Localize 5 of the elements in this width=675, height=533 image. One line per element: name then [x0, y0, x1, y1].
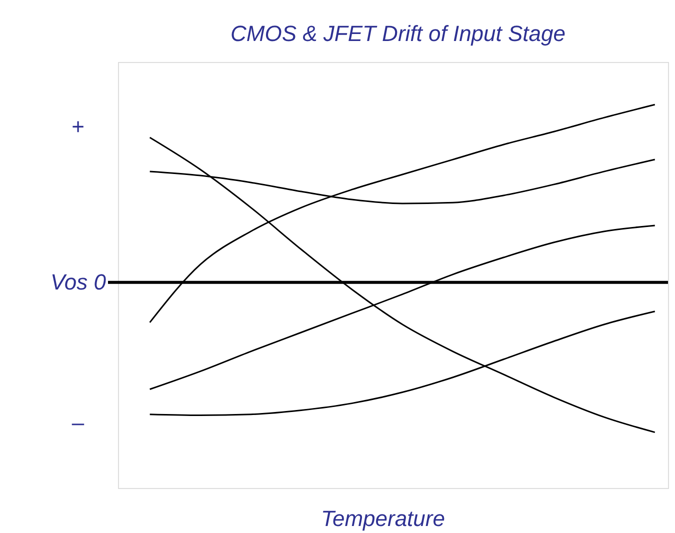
- text: –: [72, 410, 85, 435]
- x-axis-title: Temperature: [321, 506, 445, 531]
- chart-title: CMOS & JFET Drift of Input Stage: [230, 21, 566, 46]
- text: +: [72, 114, 84, 139]
- text: Vos 0: [50, 269, 107, 294]
